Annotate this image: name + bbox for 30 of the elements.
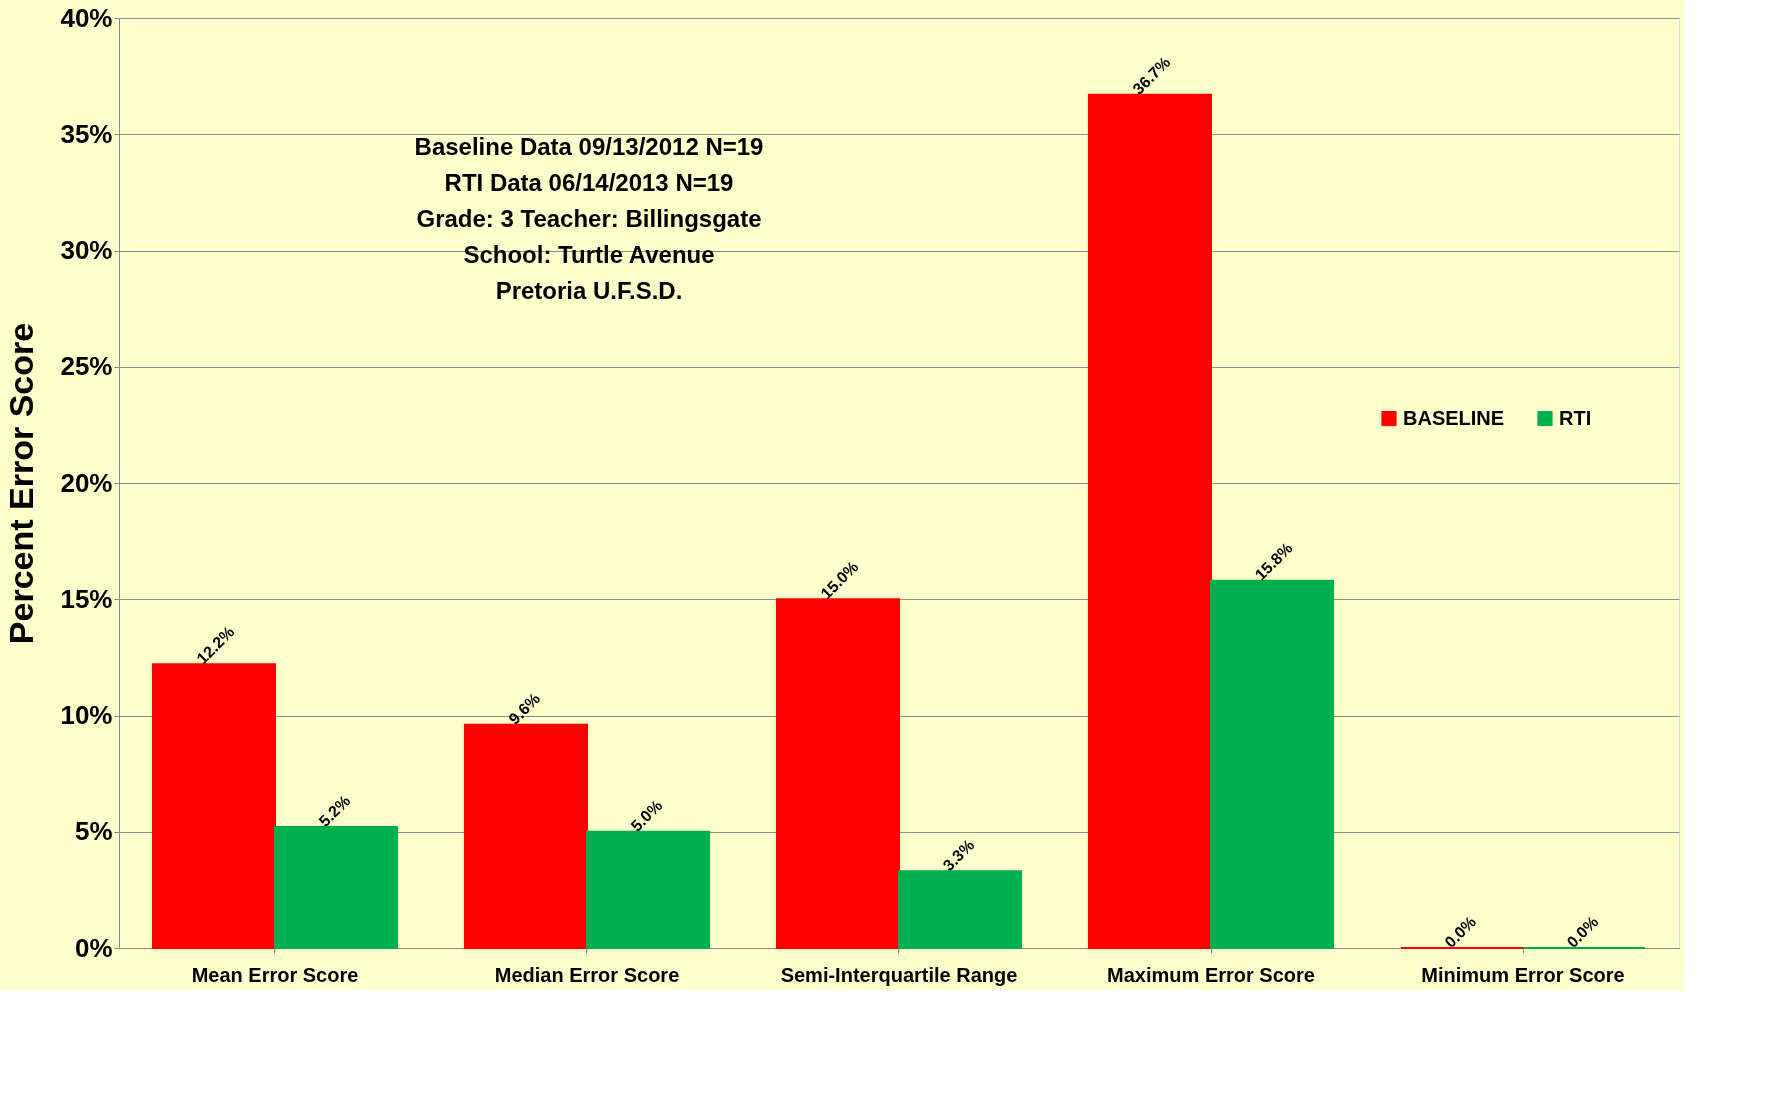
x-tick-label: Maximum Error Score	[1107, 963, 1315, 986]
bar	[898, 870, 1023, 949]
x-tick-label: Minimum Error Score	[1421, 963, 1625, 986]
bar	[775, 598, 900, 949]
x-tick-label: Semi-Interquartile Range	[780, 963, 1018, 986]
y-axis-title: Percent Error Score	[2, 322, 41, 645]
y-tick-label: 20%	[60, 467, 113, 498]
y-tick-label: 0%	[74, 932, 113, 963]
bar	[151, 663, 276, 949]
y-tick-label: 25%	[60, 351, 113, 382]
y-tick-label: 5%	[74, 816, 113, 847]
y-tick-label: 30%	[60, 235, 113, 265]
annotation: Pretoria U.F.S.D.	[495, 277, 683, 304]
bar	[1087, 93, 1212, 949]
y-tick-label: 15%	[60, 583, 113, 614]
annotation: School: Turtle Avenue	[463, 241, 715, 268]
y-tick-label: 35%	[60, 118, 113, 149]
x-tick-label: Median Error Score	[494, 963, 680, 986]
bar	[463, 723, 588, 949]
legend-label: BASELINE	[1403, 406, 1505, 429]
x-tick-label: Mean Error Score	[191, 963, 359, 986]
y-tick-label: 10%	[60, 700, 113, 730]
y-tick-label: 40%	[60, 2, 113, 33]
annotation: Grade: 3 Teacher: Billingsgate	[416, 205, 762, 232]
annotation: RTI Data 06/14/2013 N=19	[444, 169, 734, 196]
legend-label: RTI	[1559, 406, 1592, 429]
bar	[274, 826, 399, 949]
bar	[586, 830, 711, 949]
annotation: Baseline Data 09/13/2012 N=19	[414, 133, 764, 160]
bar	[1210, 579, 1335, 949]
